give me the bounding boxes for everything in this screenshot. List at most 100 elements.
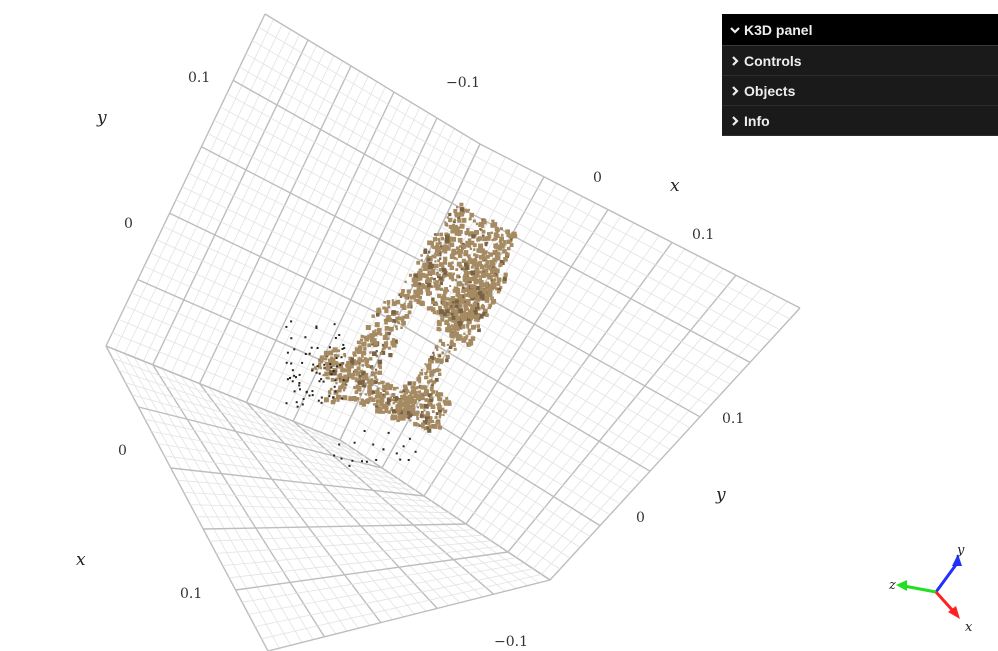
cloud-point — [493, 272, 498, 276]
cloud-point — [434, 263, 439, 269]
cloud-point — [389, 396, 393, 399]
cloud-point — [443, 344, 446, 347]
cloud-point — [456, 316, 459, 319]
cloud-point — [487, 292, 493, 298]
panel-title-toggle[interactable]: K3D panel — [722, 14, 998, 46]
cloud-point — [382, 394, 386, 399]
cloud-point — [454, 278, 457, 282]
cloud-point — [451, 326, 456, 330]
cloud-point — [403, 393, 406, 397]
cloud-point — [427, 255, 432, 260]
cloud-point — [495, 251, 500, 257]
chevron-right-icon — [728, 84, 742, 98]
cloud-point — [335, 357, 338, 359]
cloud-point — [414, 411, 419, 416]
grid-line — [124, 353, 291, 646]
cloud-point — [412, 294, 417, 299]
grid-line — [415, 202, 596, 491]
cloud-point — [392, 401, 396, 405]
grid-line — [171, 50, 326, 373]
cloud-point — [341, 380, 345, 383]
cloud-point — [457, 296, 461, 300]
grid-line — [118, 319, 352, 417]
grid-line — [350, 415, 571, 559]
cloud-point — [432, 237, 437, 242]
cloud-point — [445, 396, 449, 400]
cloud-point — [464, 294, 468, 297]
cloud-point — [461, 258, 467, 263]
cloud-point — [304, 353, 307, 355]
cloud-point — [433, 233, 437, 236]
panel-item-label: Objects — [744, 82, 796, 99]
cloud-point — [458, 229, 463, 234]
cloud-point — [451, 236, 457, 242]
cloud-point — [350, 357, 354, 361]
cloud-point — [467, 271, 471, 275]
cloud-point — [416, 294, 420, 298]
cloud-point — [511, 235, 515, 238]
axis-name-x: x — [670, 176, 680, 196]
cloud-point — [400, 326, 403, 329]
grid-line — [252, 40, 470, 169]
cloud-point — [383, 318, 387, 322]
cloud-point — [435, 392, 440, 397]
cloud-point — [434, 302, 439, 306]
cloud-point — [313, 366, 317, 369]
cloud-point — [343, 386, 347, 390]
cloud-point — [439, 262, 444, 267]
panel-item-info[interactable]: Info — [722, 106, 998, 136]
cloud-point — [330, 400, 335, 405]
cloud-point — [449, 254, 455, 259]
cloud-point — [433, 277, 436, 281]
grid-line — [143, 360, 314, 640]
cloud-point — [473, 284, 477, 288]
cloud-point — [419, 385, 424, 390]
cloud-point — [354, 354, 357, 357]
cloud-point — [428, 425, 433, 429]
cloud-point — [308, 394, 311, 397]
cloud-point — [375, 459, 378, 461]
cloud-point — [409, 394, 413, 398]
cloud-point — [445, 354, 450, 359]
cloud-point — [437, 402, 441, 406]
cloud-point — [431, 383, 434, 387]
cloud-point — [494, 273, 499, 278]
cloud-point — [420, 292, 423, 295]
cloud-point — [376, 399, 381, 404]
cloud-point — [465, 253, 468, 257]
panel-item-objects[interactable]: Objects — [722, 76, 998, 106]
cloud-point — [460, 267, 464, 271]
cloud-point — [388, 353, 393, 358]
cloud-point — [298, 384, 301, 387]
cloud-point — [399, 458, 402, 461]
grid-line — [194, 159, 419, 275]
cloud-point — [479, 282, 482, 286]
cloud-point — [427, 282, 432, 288]
panel-item-controls[interactable]: Controls — [722, 46, 998, 76]
cloud-point — [384, 331, 389, 336]
cloud-point — [455, 325, 460, 331]
cloud-point — [471, 324, 476, 330]
gizmo-z-arrowhead — [896, 580, 907, 591]
cloud-point — [430, 373, 434, 377]
cloud-point — [468, 309, 471, 313]
cloud-point — [474, 260, 478, 264]
cloud-point — [382, 448, 385, 451]
cloud-point — [374, 380, 378, 384]
cloud-point — [315, 325, 318, 328]
cloud-point — [493, 232, 499, 238]
cloud-point — [351, 459, 354, 462]
cloud-point — [476, 274, 480, 278]
cloud-point — [438, 392, 444, 397]
cloud-point — [427, 240, 432, 246]
cloud-point — [467, 289, 471, 294]
cloud-point — [417, 406, 420, 409]
cloud-point — [476, 248, 482, 253]
cloud-point — [393, 416, 398, 420]
cloud-point — [444, 309, 448, 313]
cloud-point — [429, 355, 435, 361]
cloud-point — [498, 229, 501, 232]
cloud-point — [411, 277, 417, 283]
